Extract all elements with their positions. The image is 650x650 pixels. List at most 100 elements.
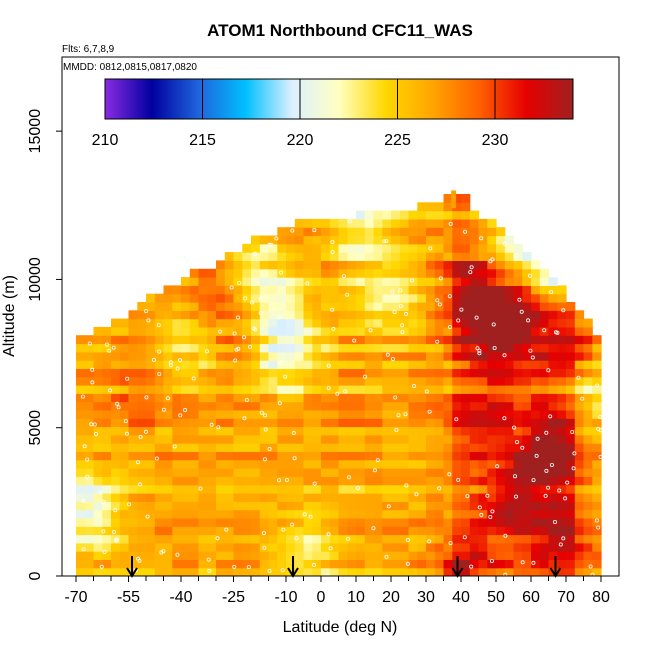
heatmap-cell [434, 484, 445, 494]
sample-point [414, 492, 419, 497]
heatmap-cell [312, 243, 322, 253]
heatmap-cell [294, 293, 305, 303]
heatmap-cell [198, 393, 208, 403]
heatmap-cell [399, 235, 410, 245]
heatmap-cell [251, 567, 261, 576]
heatmap-cell [172, 335, 182, 345]
heatmap-cell [303, 260, 313, 270]
heatmap-cell [338, 393, 348, 403]
heatmap-cell [426, 434, 436, 444]
heatmap-cell [163, 443, 173, 452]
heatmap-cell [277, 310, 287, 320]
heatmap-cell [189, 542, 200, 552]
sample-point [543, 493, 548, 498]
heatmap-cell [294, 360, 305, 369]
colorbar-tick-label: 230 [482, 132, 509, 149]
heatmap-cell [93, 434, 103, 444]
heatmap-cell [417, 218, 427, 228]
heatmap-cell [478, 517, 488, 527]
heatmap-cell [207, 409, 217, 419]
heatmap-cell [76, 517, 86, 527]
heatmap-cell [119, 559, 130, 569]
heatmap-cell [592, 501, 602, 511]
heatmap-cell [84, 434, 95, 444]
sample-point [520, 445, 525, 450]
heatmap-cell [408, 210, 418, 220]
heatmap-cell [224, 559, 235, 569]
heatmap-cell [224, 310, 235, 320]
heatmap-cell [172, 343, 182, 353]
heatmap-cell [522, 493, 532, 502]
heatmap-cell [399, 252, 410, 261]
heatmap-cell [172, 385, 182, 394]
heatmap-cell [102, 426, 112, 436]
heatmap-cell [347, 393, 357, 403]
heatmap-cell [338, 476, 348, 486]
heatmap-cell [426, 368, 436, 378]
heatmap-cell [364, 393, 375, 403]
heatmap-cell [566, 368, 576, 378]
heatmap-cell [146, 385, 156, 394]
heatmap-cell [93, 526, 103, 536]
heatmap-cell [137, 567, 147, 576]
heatmap-cell [312, 368, 322, 378]
heatmap-cell [452, 401, 462, 411]
heatmap-cell [154, 542, 165, 552]
heatmap-cell [189, 526, 200, 536]
heatmap-cell [592, 484, 602, 494]
heatmap-cell [294, 509, 305, 519]
sample-point [561, 536, 566, 541]
heatmap-cell [478, 409, 488, 419]
heatmap-cell [251, 493, 261, 502]
heatmap-cell [417, 509, 427, 519]
heatmap-cell [111, 476, 121, 486]
heatmap-cell [408, 493, 418, 502]
heatmap-cell [539, 368, 550, 378]
heatmap-cell [434, 360, 445, 369]
heatmap-cell [391, 542, 401, 552]
sample-point [405, 561, 410, 566]
heatmap-cell [356, 468, 366, 477]
heatmap-cell [522, 335, 532, 345]
heatmap-cell [259, 318, 270, 328]
heatmap-cell [513, 302, 523, 311]
sample-point [531, 560, 536, 565]
heatmap-cell [373, 551, 383, 560]
heatmap-cell [233, 542, 243, 552]
heatmap-cell [364, 335, 375, 345]
heatmap-cell [408, 227, 418, 237]
heatmap-cell [137, 401, 147, 411]
heatmap-cell [242, 459, 252, 469]
heatmap-cell [216, 376, 226, 386]
heatmap-cell [373, 260, 383, 270]
sample-point [101, 499, 106, 504]
heatmap-cell [207, 426, 217, 436]
heatmap-cell [408, 385, 418, 394]
heatmap-cell [364, 351, 375, 361]
sample-point [215, 536, 220, 541]
heatmap-cell [443, 451, 453, 461]
heatmap-cell [426, 310, 436, 320]
heatmap-cell [382, 227, 392, 237]
sample-point [302, 512, 307, 517]
heatmap-cell [93, 385, 103, 394]
heatmap-cell [496, 567, 506, 576]
heatmap-cell [163, 310, 173, 320]
heatmap-cell [242, 542, 252, 552]
heatmap-cell [566, 360, 576, 369]
heatmap-cell [426, 517, 436, 527]
heatmap-cell [76, 493, 86, 502]
heatmap-cell [496, 376, 506, 386]
heatmap-cell [399, 409, 410, 419]
sample-point [233, 358, 238, 363]
heatmap-cell [522, 343, 532, 353]
sample-point [85, 474, 90, 479]
heatmap-cell [111, 468, 121, 477]
sample-point [90, 367, 95, 372]
heatmap-cell [364, 343, 375, 353]
heatmap-cell [583, 468, 593, 477]
heatmap-cell [251, 501, 261, 511]
heatmap-cell [391, 227, 401, 237]
heatmap-cell [268, 235, 278, 245]
heatmap-cell [286, 260, 296, 270]
